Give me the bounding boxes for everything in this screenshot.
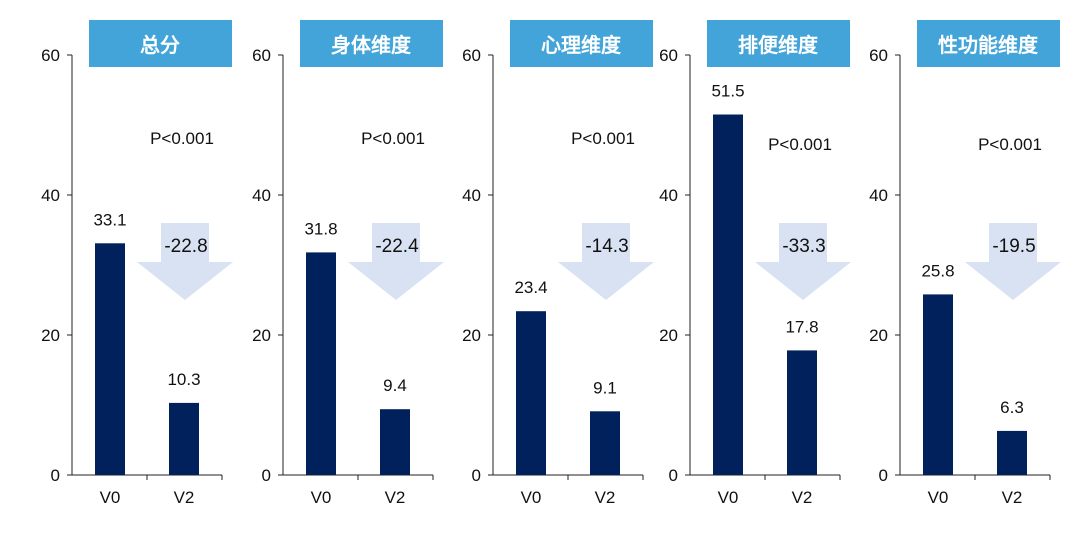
bar-value-label: 33.1 [93, 210, 126, 229]
bar-value-label: 6.3 [1000, 398, 1024, 417]
bar-value-label: 23.4 [514, 278, 547, 297]
y-tick-label: 0 [51, 466, 60, 485]
p-value-label: P<0.001 [768, 135, 832, 154]
bar-value-label: 9.1 [593, 378, 617, 397]
change-label: -14.3 [585, 236, 628, 257]
y-tick-label: 40 [462, 186, 481, 205]
x-tick-label: V2 [174, 488, 195, 507]
decrease-arrow-icon [558, 223, 654, 300]
panel-2: 身体维度 0 20 40 60 -22.4 P<0.001 31.8 V0 9.4 V2 [252, 20, 444, 507]
bar-value-label: 51.5 [711, 82, 744, 101]
bar-v2 [997, 430, 1027, 475]
y-tick-label: 40 [659, 186, 678, 205]
y-tick-label: 60 [659, 46, 678, 65]
panel-title-box [917, 20, 1060, 67]
x-tick-label: V2 [385, 488, 406, 507]
panel-title-box [707, 20, 850, 67]
bar-v0 [95, 243, 125, 475]
panel-title: 总分 [140, 33, 180, 57]
x-tick-label: V0 [928, 488, 949, 507]
change-label: -22.8 [164, 236, 207, 257]
panel-title-box [89, 20, 232, 67]
bar-v2 [590, 411, 620, 475]
panel-3: 心理维度 0 20 40 60 -14.3 P<0.001 23.4 V0 9.1 V2 [462, 20, 654, 507]
decrease-arrow-icon [965, 223, 1061, 300]
y-tick-label: 20 [252, 326, 271, 345]
y-tick-label: 40 [252, 186, 271, 205]
panel-4: 排便维度 0 20 40 60 -33.3 P<0.001 51.5 V0 17.8 V2 [659, 20, 851, 507]
y-tick-label: 20 [659, 326, 678, 345]
panel-title: 性功能维度 [938, 33, 1039, 57]
decrease-arrow-icon [348, 223, 444, 300]
bar-v2 [787, 350, 817, 475]
y-tick-label: 60 [869, 46, 888, 65]
p-value-label: P<0.001 [150, 129, 214, 148]
change-label: -19.5 [992, 236, 1035, 257]
bar-v0 [923, 294, 953, 475]
p-value-label: P<0.001 [361, 129, 425, 148]
panel-title-box [300, 20, 443, 67]
y-tick-label: 0 [669, 466, 678, 485]
bar-value-label: 31.8 [304, 219, 337, 238]
y-tick-label: 20 [41, 326, 60, 345]
x-tick-label: V2 [595, 488, 616, 507]
bar-value-label: 17.8 [785, 317, 818, 336]
y-tick-label: 60 [41, 46, 60, 65]
panel-title-box [510, 20, 653, 67]
bar-v0 [306, 252, 336, 475]
x-tick-label: V2 [1002, 488, 1023, 507]
bar-value-label: 10.3 [167, 370, 200, 389]
p-value-label: P<0.001 [978, 135, 1042, 154]
y-tick-label: 60 [252, 46, 271, 65]
panel-5: 性功能维度 0 20 40 60 -19.5 P<0.001 25.8 V0 6.3 V2 [869, 20, 1061, 507]
y-tick-label: 0 [262, 466, 271, 485]
decrease-arrow-icon [137, 223, 233, 300]
panel-1: 总分 0 20 40 60 -22.8 P<0.001 33.1 V0 10.3 V2 [41, 20, 233, 507]
y-tick-label: 20 [462, 326, 481, 345]
panel-title: 身体维度 [331, 33, 412, 57]
bar-value-label: 9.4 [383, 376, 407, 395]
x-tick-label: V2 [792, 488, 813, 507]
y-tick-label: 40 [869, 186, 888, 205]
y-tick-label: 0 [472, 466, 481, 485]
panel-title: 心理维度 [541, 33, 622, 57]
y-tick-label: 60 [462, 46, 481, 65]
change-label: -33.3 [782, 236, 825, 257]
bar-v2 [380, 409, 410, 475]
bar-v0 [516, 311, 546, 475]
x-tick-label: V0 [100, 488, 121, 507]
decrease-arrow-icon [755, 223, 851, 300]
x-tick-label: V0 [718, 488, 739, 507]
panel-title: 排便维度 [738, 33, 819, 57]
bar-value-label: 25.8 [921, 261, 954, 280]
bar-v2 [169, 402, 199, 475]
x-tick-label: V0 [311, 488, 332, 507]
x-tick-label: V0 [521, 488, 542, 507]
y-tick-label: 20 [869, 326, 888, 345]
y-tick-label: 0 [879, 466, 888, 485]
p-value-label: P<0.001 [571, 129, 635, 148]
bar-v0 [713, 114, 743, 475]
y-tick-label: 40 [41, 186, 60, 205]
change-label: -22.4 [375, 236, 419, 257]
